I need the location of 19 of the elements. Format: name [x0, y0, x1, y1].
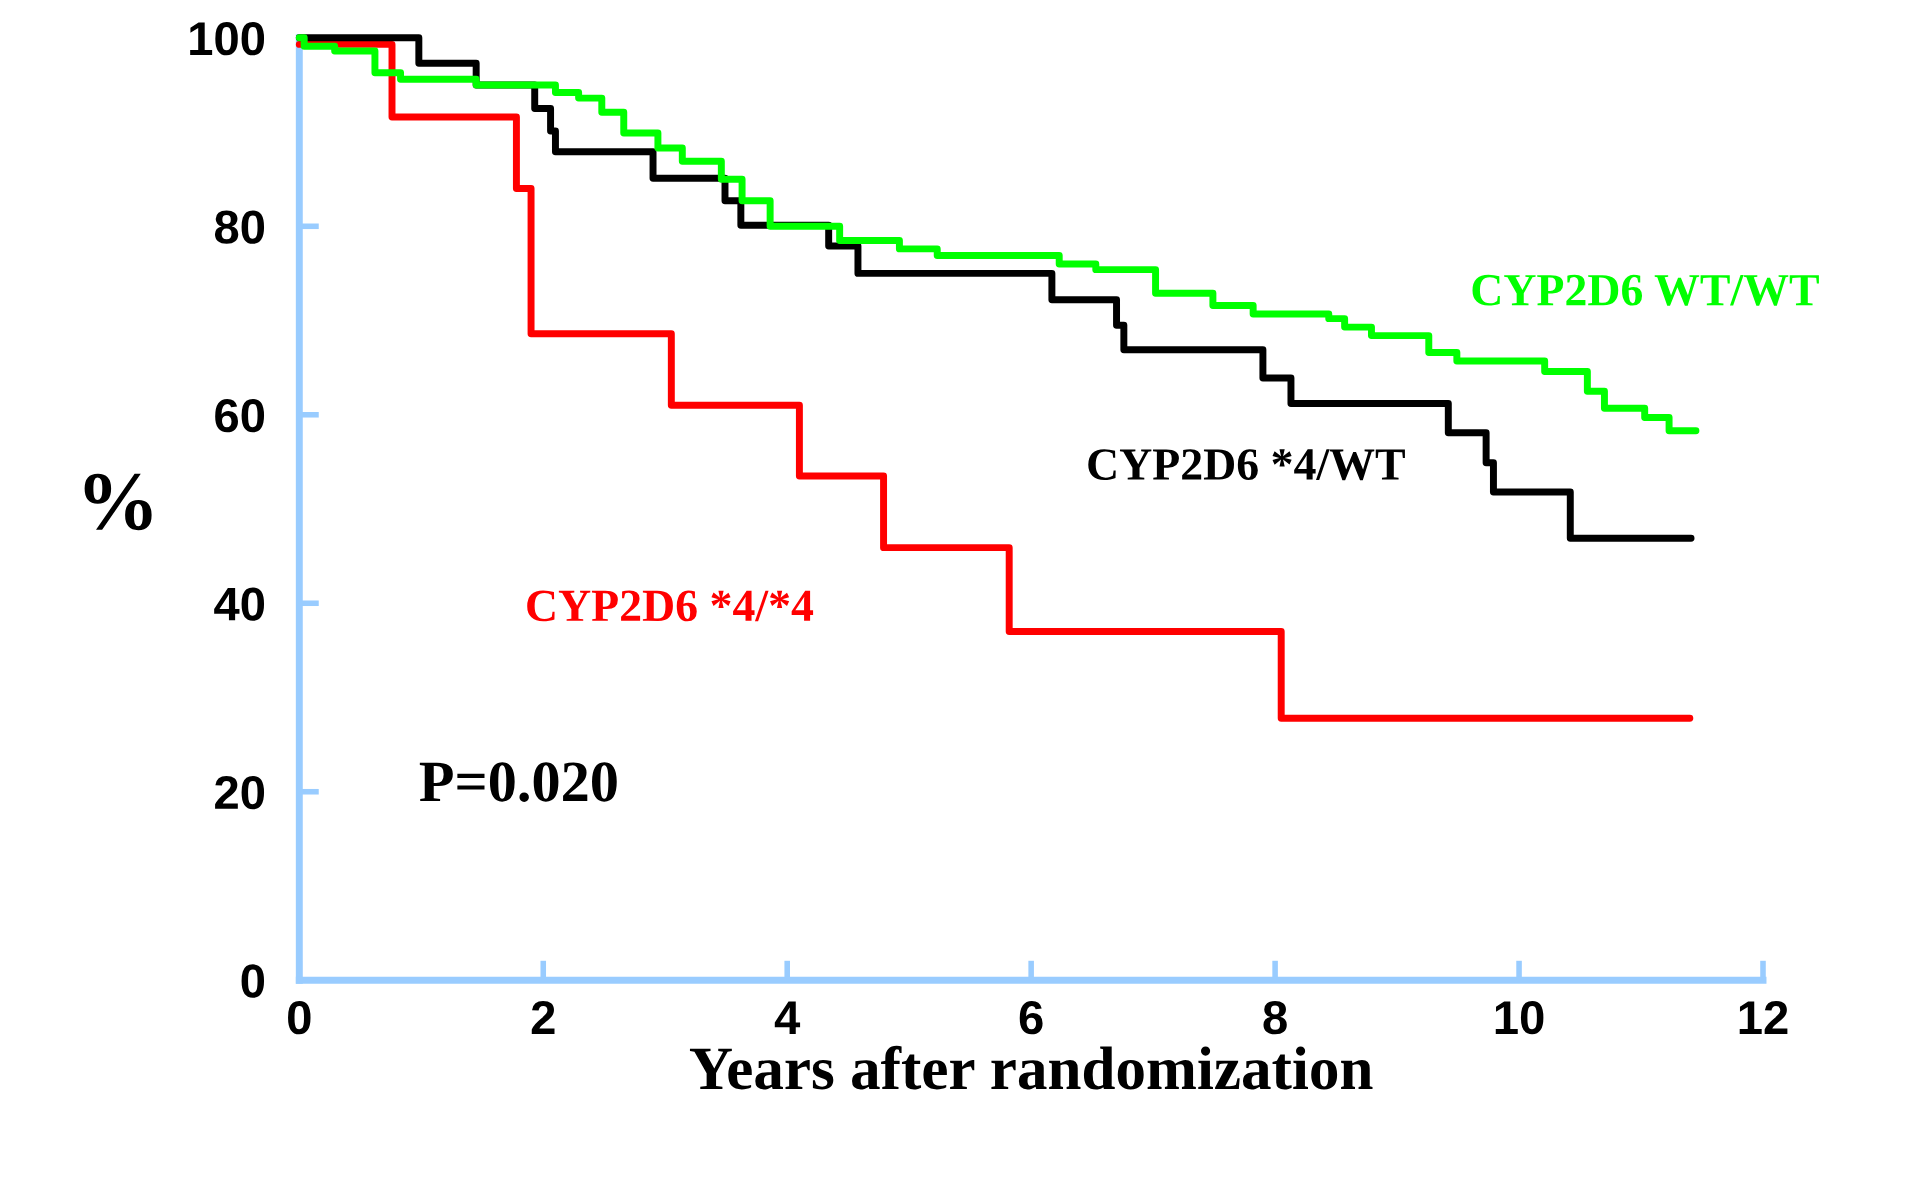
y-axis-title: % — [84, 473, 152, 531]
x-tick-label: 6 — [1019, 1000, 1043, 1035]
x-tick-label: 2 — [531, 1000, 555, 1034]
y-tick-label: 40 — [214, 587, 265, 621]
x-tick-label: 12 — [1739, 1000, 1788, 1034]
y-tick-label: 20 — [215, 775, 265, 810]
series-label: CYP2D6 WT/WT — [1472, 274, 1819, 306]
x-tick-label: 4 — [774, 1001, 801, 1034]
y-tick-label: 80 — [214, 210, 265, 244]
x-tick-label: 8 — [1263, 1000, 1287, 1035]
series-label: CYP2D6 *4/WT — [1088, 449, 1405, 481]
annotation: P=0.020 — [419, 762, 617, 802]
y-tick-label: 60 — [215, 398, 265, 433]
x-axis-title: Years after randomization — [689, 1045, 1373, 1090]
x-tick-label: 10 — [1495, 1000, 1544, 1035]
x-tick-label: 0 — [288, 1000, 311, 1035]
series-label: CYP2D6 *4/*4 — [527, 590, 814, 622]
y-tick-label: 0 — [241, 964, 265, 998]
y-tick-label: 100 — [190, 21, 265, 56]
